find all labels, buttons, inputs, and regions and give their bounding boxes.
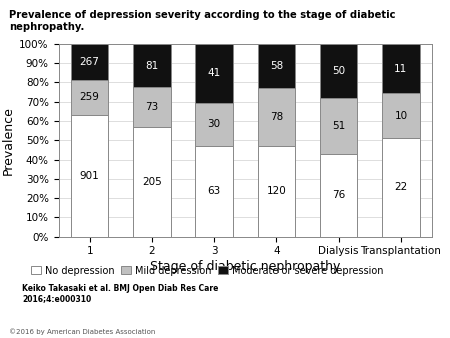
Text: 901: 901 — [80, 171, 99, 181]
Bar — [320, 44, 357, 98]
Bar — [258, 146, 295, 237]
Text: 10: 10 — [394, 111, 407, 121]
Bar — [133, 127, 171, 237]
Bar — [258, 88, 295, 146]
Bar — [133, 88, 171, 127]
Text: 11: 11 — [394, 64, 408, 74]
Text: 63: 63 — [207, 186, 221, 196]
Text: 22: 22 — [394, 182, 408, 192]
Text: 58: 58 — [270, 61, 283, 71]
Text: 205: 205 — [142, 176, 162, 187]
Bar — [195, 103, 233, 146]
Bar — [320, 154, 357, 237]
Text: ©2016 by American Diabetes Association: ©2016 by American Diabetes Association — [9, 328, 155, 335]
Text: 78: 78 — [270, 112, 283, 122]
X-axis label: Stage of diabetic nephropathy: Stage of diabetic nephropathy — [150, 261, 341, 273]
Text: 81: 81 — [145, 61, 158, 71]
Bar — [71, 44, 108, 80]
Text: 30: 30 — [207, 119, 220, 129]
Text: 50: 50 — [332, 66, 345, 76]
Bar — [195, 146, 233, 237]
Text: 259: 259 — [80, 93, 99, 102]
Text: Keiko Takasaki et al. BMJ Open Diab Res Care
2016;4:e000310: Keiko Takasaki et al. BMJ Open Diab Res … — [22, 284, 219, 303]
Text: Prevalence of depression severity according to the stage of diabetic nephropathy: Prevalence of depression severity accord… — [9, 10, 396, 32]
Bar — [71, 115, 108, 237]
Bar — [382, 93, 419, 138]
Bar — [195, 44, 233, 103]
Text: 51: 51 — [332, 121, 345, 131]
Y-axis label: Prevalence: Prevalence — [2, 106, 15, 175]
Bar — [382, 44, 419, 93]
Bar — [133, 44, 171, 88]
Text: 76: 76 — [332, 190, 345, 200]
Bar — [258, 44, 295, 88]
Legend: No depression, Mild depression, Moderate or severe depression: No depression, Mild depression, Moderate… — [27, 262, 387, 280]
Bar — [71, 80, 108, 115]
Text: 267: 267 — [80, 57, 99, 67]
Text: 41: 41 — [207, 68, 221, 78]
Bar — [320, 98, 357, 154]
Text: 120: 120 — [266, 187, 286, 196]
Text: 73: 73 — [145, 102, 158, 112]
Bar — [382, 138, 419, 237]
Text: BMJ Open
Diabetes
Research
& Care: BMJ Open Diabetes Research & Care — [371, 266, 416, 309]
